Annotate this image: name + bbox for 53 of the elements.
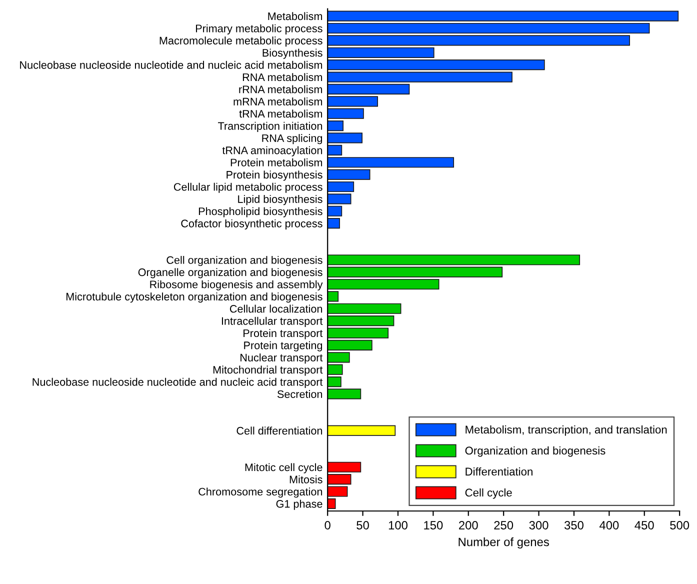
x-axis-title: Number of genes	[458, 537, 549, 549]
y-tick-label: Ribosome biogenesis and assembly	[150, 280, 323, 290]
y-tick-label: Nucleobase nucleoside nucleotide and nucleic acid metabolism	[20, 60, 322, 69]
y-tick-label: Macromolecule metabolic process	[160, 36, 322, 47]
y-tick-label: Organelle organization and biogenesis	[138, 268, 322, 278]
x-tick-label: 200	[459, 521, 478, 530]
y-tick-label: tRNA aminoacylation	[222, 146, 322, 156]
x-tick-label: 500	[670, 521, 690, 530]
y-tick-label: Cellular lipid metabolic process	[174, 182, 322, 193]
y-tick-label: Cofactor biosynthetic process	[181, 219, 322, 230]
y-tick-label: Intracellular transport	[222, 316, 323, 328]
y-tick-label: G1 phase	[276, 500, 322, 510]
y-tick-label: Biosynthesis	[262, 48, 322, 59]
y-tick-label: Nucleobase nucleoside nucleotide and nucleic acid transport	[32, 378, 323, 388]
y-tick-label: Protein metabolism	[230, 158, 322, 166]
legend-label: Differentiation	[466, 467, 532, 476]
y-tick-label: Protein biosynthesis	[226, 170, 322, 181]
y-tick-label: Cellular localization	[230, 304, 322, 313]
y-tick-label: mRNA metabolism	[234, 97, 322, 106]
y-tick-label: Mitochondrial transport	[213, 366, 323, 376]
x-tick-label: 400	[599, 521, 619, 530]
y-tick-label: Phospholipid biosynthesis	[198, 207, 322, 218]
x-tick-label: 300	[529, 521, 548, 530]
y-tick-label: Mitotic cell cycle	[245, 463, 322, 474]
y-tick-label: RNA metabolism	[242, 73, 322, 82]
x-tick-label: 0	[324, 521, 330, 530]
y-tick-label: Chromosome segregation	[198, 488, 322, 498]
bar	[328, 425, 396, 436]
y-tick-label: tRNA metabolism	[239, 110, 322, 118]
y-tick-label: Transcription initiation	[218, 122, 322, 132]
y-tick-label: Nuclear transport	[240, 353, 323, 364]
x-tick-label: 450	[634, 521, 654, 530]
x-tick-label: 250	[494, 521, 514, 530]
x-tick-label: 350	[564, 521, 584, 530]
x-tick-label: 50	[356, 521, 369, 530]
legend-label: Metabolism, transcription, and translation	[466, 425, 667, 436]
y-tick-label: rRNA metabolism	[239, 85, 322, 94]
x-tick-label: 100	[388, 521, 408, 530]
y-tick-label: Primary metabolic process	[196, 24, 322, 34]
x-tick-label: 150	[424, 521, 443, 530]
y-tick-label: RNA splicing	[262, 134, 322, 144]
y-tick-label: Secretion	[277, 390, 322, 398]
y-tick-label: Metabolism	[268, 12, 322, 20]
legend-label: Cell cycle	[465, 488, 512, 499]
y-tick-label: Mitosis	[290, 475, 322, 484]
bar	[328, 254, 580, 266]
y-tick-label: Protein targeting	[244, 341, 322, 352]
legend-label: Organization and biogenesis	[465, 446, 606, 457]
y-tick-label: Cell differentiation	[236, 426, 322, 435]
y-tick-label: Lipid biosynthesis	[238, 195, 322, 206]
y-tick-label: Microtubule cytoskeleton organization and biogenesis	[66, 292, 322, 303]
y-tick-label: Cell organization and biogenesis	[166, 256, 322, 266]
y-tick-label: Protein transport	[244, 329, 323, 340]
